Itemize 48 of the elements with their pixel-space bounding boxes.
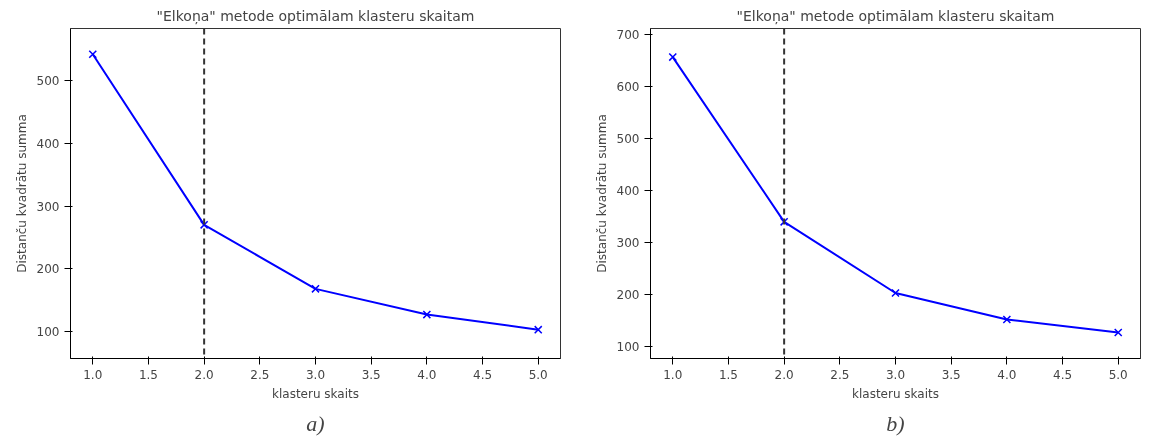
x-tick-label: 2.0 <box>774 367 794 382</box>
y-tick-label: 700 <box>616 28 640 43</box>
point <box>891 288 900 298</box>
point <box>422 310 432 319</box>
y-tick-label: 500 <box>616 132 640 147</box>
chart-title: "Elkoņa" metode optimālam klasteru skaitam <box>156 7 475 25</box>
point <box>311 284 320 294</box>
point <box>533 325 543 334</box>
x-tick-label: 3.0 <box>885 367 906 382</box>
point <box>1113 328 1123 337</box>
y-axis-title: Distanču kvadrātu summa <box>594 114 609 273</box>
x-tick-label: 4.5 <box>1053 367 1073 382</box>
x-axis-title: klasteru skaits <box>852 386 939 401</box>
text: b) <box>886 410 905 436</box>
chart-title: "Elkoņa" metode optimālam klasteru skaitam <box>736 7 1055 25</box>
x-tick-label: 1.0 <box>83 367 103 382</box>
y-tick-label: 400 <box>616 184 640 199</box>
x-tick-label: 1.5 <box>718 367 739 382</box>
point <box>88 49 98 59</box>
x-tick-label: 2.5 <box>250 367 270 382</box>
y-tick-label: 100 <box>616 340 640 355</box>
point <box>668 52 678 62</box>
x-tick-label: 3.5 <box>361 367 381 382</box>
point <box>199 220 209 230</box>
y-tick-label: 300 <box>36 199 60 214</box>
x-tick-label: 2.5 <box>830 367 850 382</box>
point <box>779 217 789 227</box>
text: a) <box>306 410 325 436</box>
x-tick-label: 3.0 <box>305 367 326 382</box>
y-tick-label: 400 <box>36 136 60 151</box>
x-tick-label: 5.0 <box>1108 367 1128 382</box>
y-tick-label: 600 <box>616 80 640 95</box>
x-tick-label: 4.0 <box>997 367 1017 382</box>
x-tick-label: 4.0 <box>417 367 437 382</box>
y-tick-label: 100 <box>36 325 60 340</box>
y-tick-label: 200 <box>36 262 60 277</box>
y-tick-label: 500 <box>36 74 60 89</box>
y-tick-label: 200 <box>616 288 640 303</box>
x-tick-label: 5.0 <box>528 367 548 382</box>
y-tick-label: 300 <box>616 236 640 251</box>
x-tick-label: 4.5 <box>473 367 493 382</box>
x-tick-label: 2.0 <box>194 367 214 382</box>
y-axis-title: Distanču kvadrātu summa <box>14 114 29 273</box>
x-tick-label: 3.5 <box>941 367 961 382</box>
x-tick-label: 1.5 <box>138 367 159 382</box>
x-axis-title: klasteru skaits <box>272 386 359 401</box>
point <box>1002 315 1012 324</box>
x-tick-label: 1.0 <box>663 367 683 382</box>
